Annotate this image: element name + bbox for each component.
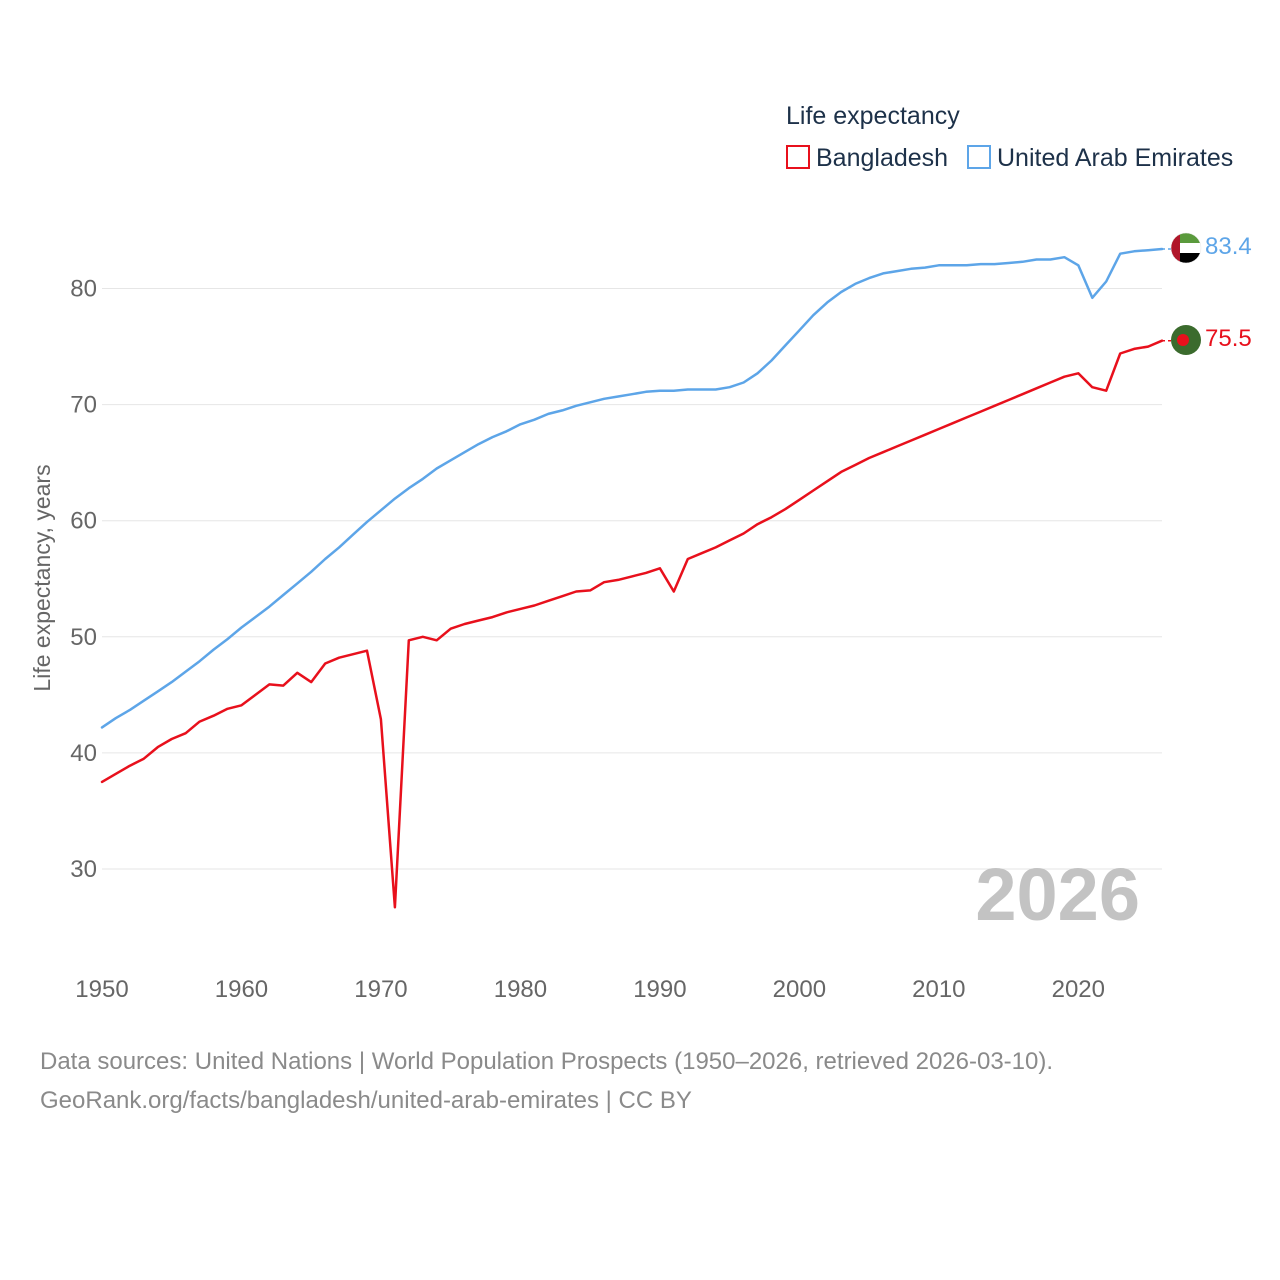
bangladesh-flag-icon bbox=[1171, 325, 1201, 355]
legend-label-uae: United Arab Emirates bbox=[997, 144, 1233, 172]
y-tick-label-70: 70 bbox=[70, 392, 97, 419]
x-tick-label-1970: 1970 bbox=[354, 976, 407, 1003]
x-tick-label-1960: 1960 bbox=[215, 976, 268, 1003]
series-lines bbox=[102, 249, 1171, 907]
y-tick-label-80: 80 bbox=[70, 276, 97, 303]
legend-item-bangladesh[interactable]: Bangladesh bbox=[787, 144, 948, 172]
x-tick-label-1980: 1980 bbox=[494, 976, 547, 1003]
x-tick-label-2000: 2000 bbox=[773, 976, 826, 1003]
y-tick-label-60: 60 bbox=[70, 508, 97, 535]
source-url[interactable]: GeoRank.org/facts/bangladesh/united-arab… bbox=[40, 1081, 1240, 1120]
end-label-uae: 83.4 bbox=[1205, 233, 1252, 260]
source-line: Data sources: United Nations | World Pop… bbox=[40, 1042, 1240, 1081]
x-tick-label-2020: 2020 bbox=[1052, 976, 1105, 1003]
x-tick-label-1950: 1950 bbox=[75, 976, 128, 1003]
x-axis-ticks: 1950 1960 1970 1980 1990 2000 2010 2020 bbox=[75, 976, 1105, 1003]
y-tick-label-50: 50 bbox=[70, 624, 97, 651]
y-axis-ticks: 30 40 50 60 70 80 bbox=[70, 276, 97, 884]
series-line-bangladesh[interactable] bbox=[102, 341, 1162, 908]
legend: Life expectancy Bangladesh United Arab E… bbox=[786, 102, 1233, 172]
grid bbox=[102, 289, 1162, 870]
end-label-bangladesh: 75.5 bbox=[1205, 325, 1252, 352]
y-tick-label-40: 40 bbox=[70, 740, 97, 767]
y-axis-label: Life expectancy, years bbox=[29, 464, 55, 691]
year-overlay: 2026 bbox=[975, 853, 1140, 936]
x-tick-label-1990: 1990 bbox=[633, 976, 686, 1003]
x-tick-label-2010: 2010 bbox=[912, 976, 965, 1003]
legend-item-uae[interactable]: United Arab Emirates bbox=[968, 144, 1233, 172]
series-line-united-arab-emirates[interactable] bbox=[102, 249, 1162, 727]
source-notes: Data sources: United Nations | World Pop… bbox=[40, 1042, 1240, 1120]
y-tick-label-30: 30 bbox=[70, 856, 97, 883]
legend-title: Life expectancy bbox=[786, 102, 960, 130]
uae-flag-icon bbox=[1171, 233, 1201, 263]
legend-swatch-bangladesh bbox=[787, 146, 809, 168]
legend-swatch-uae bbox=[968, 146, 990, 168]
legend-label-bangladesh: Bangladesh bbox=[816, 144, 948, 172]
